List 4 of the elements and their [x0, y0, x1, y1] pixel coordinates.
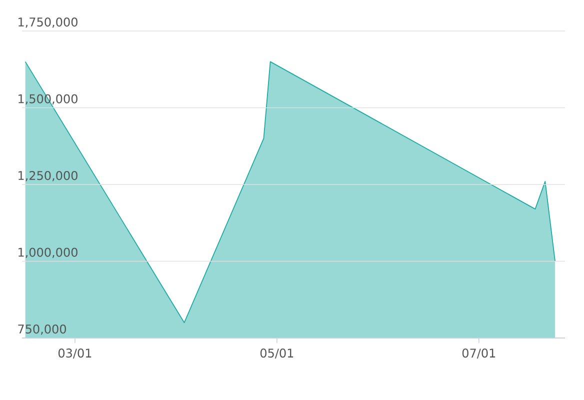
x-tick-label: 07/01: [462, 348, 496, 359]
x-tick-label: 03/01: [58, 348, 92, 359]
x-tick-label: 05/01: [260, 348, 294, 359]
y-tick-label: 1,750,000: [18, 17, 78, 28]
